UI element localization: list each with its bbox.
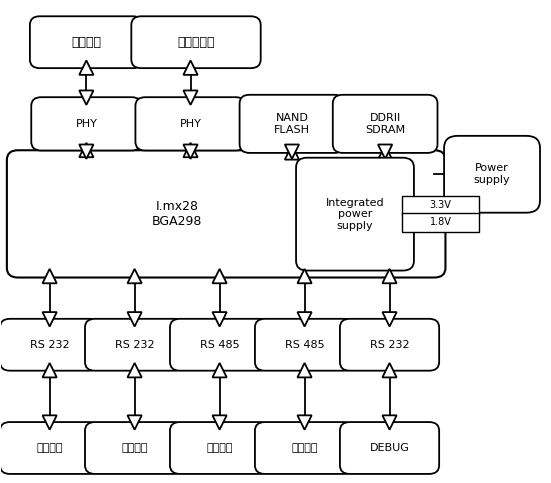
FancyBboxPatch shape <box>170 319 269 370</box>
Text: RS 485: RS 485 <box>285 340 325 350</box>
Text: 3.3V: 3.3V <box>430 200 452 211</box>
Polygon shape <box>127 269 142 283</box>
Polygon shape <box>213 312 226 327</box>
FancyBboxPatch shape <box>340 422 439 474</box>
FancyBboxPatch shape <box>7 150 445 278</box>
Text: 设备接口: 设备接口 <box>36 443 63 453</box>
FancyBboxPatch shape <box>340 319 439 370</box>
Polygon shape <box>285 144 299 159</box>
Text: 客户端接口: 客户端接口 <box>177 36 215 49</box>
Polygon shape <box>42 363 57 377</box>
Polygon shape <box>79 60 94 75</box>
Text: I.mx28
BGA298: I.mx28 BGA298 <box>152 200 202 228</box>
FancyBboxPatch shape <box>402 213 479 232</box>
Text: PHY: PHY <box>180 119 202 129</box>
Polygon shape <box>42 312 57 327</box>
Polygon shape <box>183 60 198 75</box>
Polygon shape <box>382 415 397 430</box>
FancyBboxPatch shape <box>31 97 142 151</box>
Text: PHY: PHY <box>75 119 98 129</box>
FancyBboxPatch shape <box>131 16 261 68</box>
Text: Integrated
power
supply: Integrated power supply <box>326 198 384 231</box>
Text: DDRII
SDRAM: DDRII SDRAM <box>365 113 405 135</box>
Polygon shape <box>298 363 312 377</box>
Polygon shape <box>382 363 397 377</box>
Text: NAND
FLASH: NAND FLASH <box>274 113 310 135</box>
Polygon shape <box>79 90 94 105</box>
Polygon shape <box>127 363 142 377</box>
Polygon shape <box>378 144 392 159</box>
FancyBboxPatch shape <box>333 95 437 153</box>
Text: 1.8V: 1.8V <box>430 217 452 227</box>
Polygon shape <box>127 415 142 430</box>
Polygon shape <box>183 144 198 159</box>
Polygon shape <box>127 312 142 327</box>
Polygon shape <box>213 269 226 283</box>
Polygon shape <box>213 363 226 377</box>
Polygon shape <box>285 145 299 159</box>
Text: RS 485: RS 485 <box>200 340 239 350</box>
FancyBboxPatch shape <box>136 97 246 151</box>
FancyBboxPatch shape <box>255 319 354 370</box>
FancyBboxPatch shape <box>402 196 479 215</box>
Polygon shape <box>42 415 57 430</box>
FancyBboxPatch shape <box>170 422 269 474</box>
Text: 设备接口: 设备接口 <box>121 443 148 453</box>
Polygon shape <box>183 90 198 105</box>
FancyBboxPatch shape <box>296 158 414 270</box>
FancyBboxPatch shape <box>85 319 184 370</box>
FancyBboxPatch shape <box>255 422 354 474</box>
Text: 设备接口: 设备接口 <box>206 443 233 453</box>
Text: RS 232: RS 232 <box>115 340 154 350</box>
FancyBboxPatch shape <box>444 136 540 213</box>
FancyBboxPatch shape <box>0 422 99 474</box>
Polygon shape <box>213 415 226 430</box>
Text: Power
supply: Power supply <box>474 163 510 185</box>
Polygon shape <box>382 312 397 327</box>
FancyBboxPatch shape <box>30 16 143 68</box>
FancyBboxPatch shape <box>240 95 344 153</box>
Polygon shape <box>298 269 312 283</box>
Polygon shape <box>42 269 57 283</box>
Text: DEBUG: DEBUG <box>370 443 409 453</box>
FancyBboxPatch shape <box>0 319 99 370</box>
Polygon shape <box>79 144 94 159</box>
Polygon shape <box>378 145 392 159</box>
Text: 设备接口: 设备接口 <box>291 443 318 453</box>
Text: RS 232: RS 232 <box>30 340 69 350</box>
FancyBboxPatch shape <box>85 422 184 474</box>
Polygon shape <box>183 143 198 157</box>
Polygon shape <box>79 143 94 157</box>
Polygon shape <box>298 312 312 327</box>
Polygon shape <box>298 415 312 430</box>
Polygon shape <box>382 269 397 283</box>
Text: 设备接口: 设备接口 <box>72 36 101 49</box>
Text: RS 232: RS 232 <box>370 340 409 350</box>
